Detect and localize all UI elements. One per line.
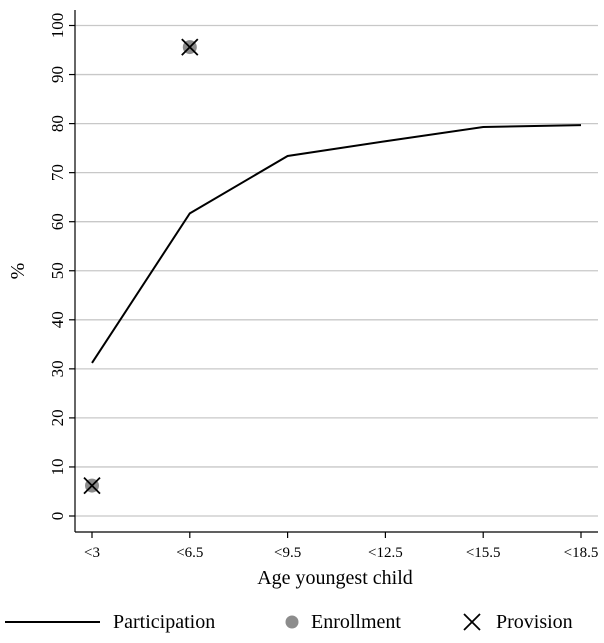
legend-label-provision: Provision bbox=[496, 611, 573, 633]
y-axis-title: % bbox=[7, 263, 29, 280]
y-tick-label-10: 10 bbox=[48, 458, 67, 475]
x-tick-label-0: <3 bbox=[84, 545, 100, 561]
legend: Participation Enrollment Provision bbox=[5, 611, 573, 633]
legend-symbol-provision bbox=[463, 613, 481, 631]
y-axis-ticks: 0 10 20 30 40 50 60 70 80 90 100 bbox=[48, 13, 75, 521]
gridlines bbox=[75, 24, 598, 517]
series-line-participation bbox=[91, 124, 582, 364]
y-tick-label-50: 50 bbox=[48, 262, 67, 279]
legend-item-provision: Provision bbox=[463, 611, 573, 633]
y-tick-label-0: 0 bbox=[48, 512, 67, 521]
x-tick-label-1: <6.5 bbox=[176, 545, 203, 561]
point-provision-0-stroke-b bbox=[83, 476, 101, 495]
point-provision-1 bbox=[181, 38, 199, 56]
series bbox=[83, 38, 582, 495]
legend-symbol-provision-b bbox=[463, 613, 481, 631]
y-tick-label-90: 90 bbox=[48, 66, 67, 83]
x-tick-label-4: <15.5 bbox=[466, 545, 501, 561]
legend-symbol-enrollment bbox=[285, 615, 299, 629]
y-tick-label-30: 30 bbox=[48, 360, 67, 377]
point-provision-0 bbox=[83, 476, 101, 495]
x-tick-label-3: <12.5 bbox=[368, 545, 403, 561]
legend-label-participation: Participation bbox=[113, 611, 215, 633]
y-tick-label-80: 80 bbox=[48, 115, 67, 132]
y-tick-label-20: 20 bbox=[48, 409, 67, 426]
y-tick-label-100: 100 bbox=[48, 13, 67, 39]
y-tick-label-60: 60 bbox=[48, 213, 67, 230]
x-tick-label-2: <9.5 bbox=[274, 545, 301, 561]
legend-label-enrollment: Enrollment bbox=[311, 611, 401, 633]
x-tick-label-5: <18.5 bbox=[564, 545, 599, 561]
legend-item-participation: Participation bbox=[5, 611, 215, 633]
legend-item-enrollment: Enrollment bbox=[285, 611, 401, 633]
x-axis-title: Age youngest child bbox=[257, 567, 413, 589]
y-tick-label-70: 70 bbox=[48, 164, 67, 181]
point-provision-1-stroke-b bbox=[181, 38, 199, 56]
x-axis-ticks: <3 <6.5 <9.5 <12.5 <15.5 <18.5 bbox=[84, 532, 598, 561]
y-tick-label-40: 40 bbox=[48, 311, 67, 328]
